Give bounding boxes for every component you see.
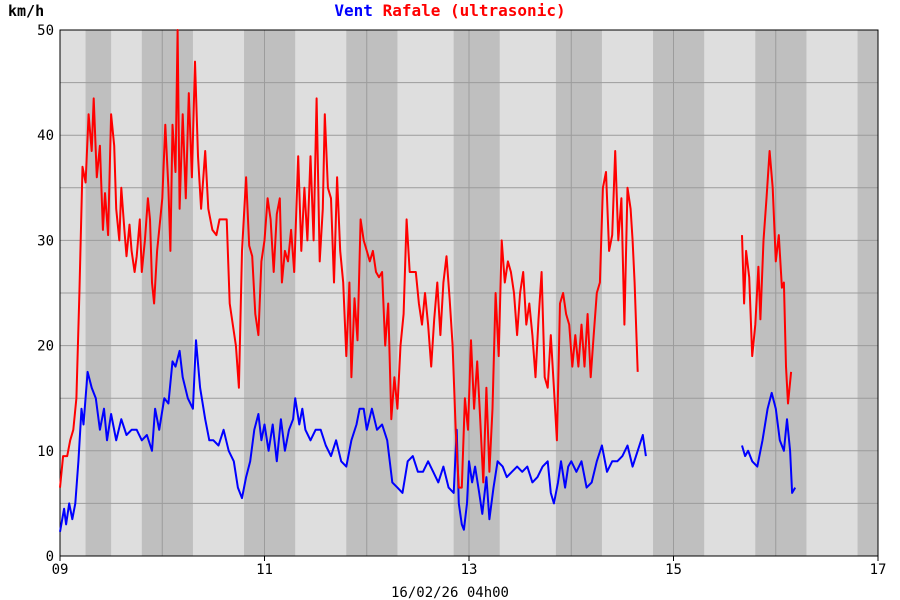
x-tick-label: 15 [665,562,682,578]
series-line-vent [59,339,647,532]
series-line-rafale [741,150,793,405]
x-tick-label: 11 [256,562,273,578]
series-line-vent [741,391,797,494]
series-line-rafale [59,29,639,489]
x-tick-label: 17 [870,562,887,578]
y-tick-label: 20 [37,339,54,355]
y-tick-label: 40 [37,128,54,144]
y-tick-label: 30 [37,233,54,249]
y-tick-label: 0 [46,549,54,565]
title-rafale: Rafale (ultrasonic) [383,1,566,20]
plot-area: 0 10 20 30 40 50 09 11 13 15 17 [37,23,886,578]
x-tick-label: 13 [461,562,478,578]
y-tick-label: 10 [37,444,54,460]
y-unit-label: km/h [8,2,44,20]
chart-title: Vent Rafale (ultrasonic) [334,1,565,20]
y-tick-label: 50 [37,23,54,39]
x-tick-label: 09 [52,562,69,578]
footer-timestamp: 16/02/26 04h00 [391,585,509,600]
title-vent: Vent [334,1,373,20]
